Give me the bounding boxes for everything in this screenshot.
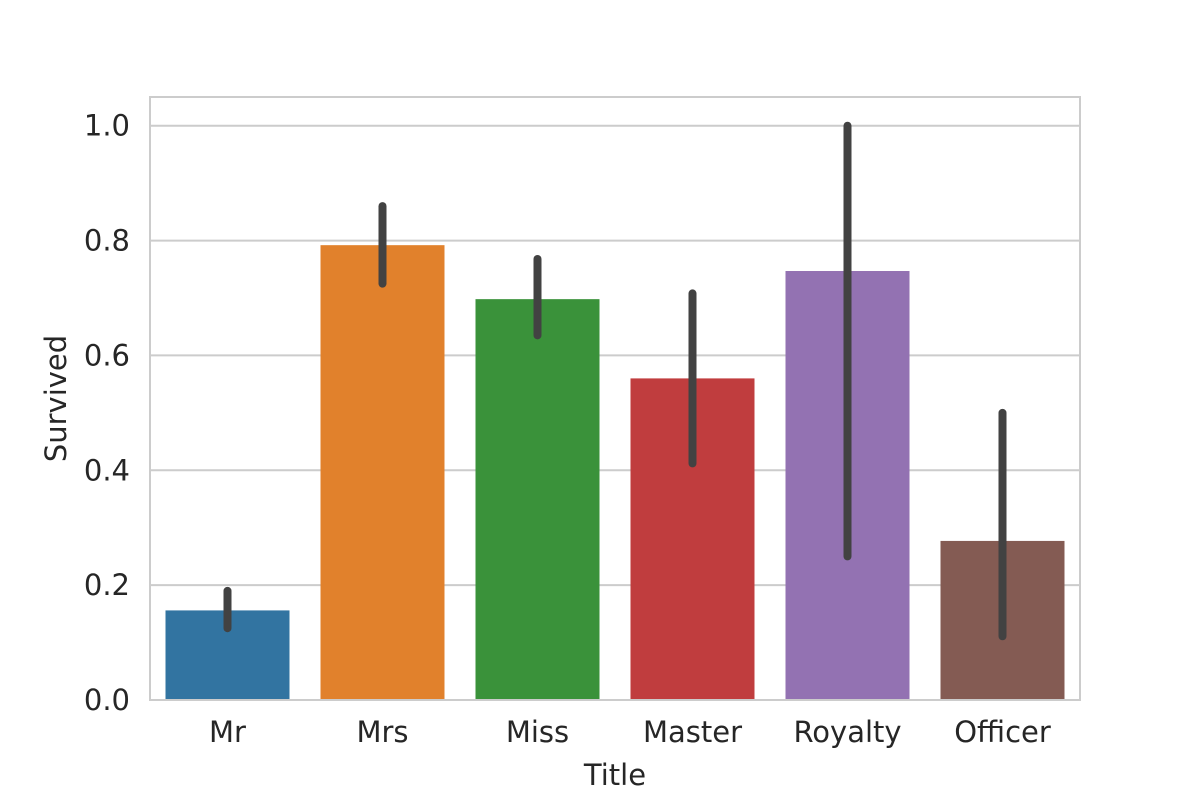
x-tick-label: Officer bbox=[954, 715, 1051, 749]
x-tick-label: Royalty bbox=[793, 715, 901, 749]
plot-frame bbox=[149, 96, 1081, 701]
x-tick-label: Mr bbox=[209, 715, 246, 749]
x-tick-label: Master bbox=[643, 715, 742, 749]
y-tick-label: 0.0 bbox=[84, 683, 130, 717]
y-tick-label: 0.2 bbox=[84, 568, 130, 602]
x-axis-label: Title bbox=[583, 758, 646, 792]
bar-mrs bbox=[320, 245, 445, 700]
y-tick-label: 0.8 bbox=[84, 224, 130, 258]
x-tick-labels: Mr Mrs Miss Master Royalty Officer bbox=[209, 715, 1051, 749]
error-bars bbox=[223, 121, 1007, 641]
x-tick-label: Miss bbox=[506, 715, 569, 749]
bars bbox=[165, 245, 1065, 700]
y-tick-label: 0.6 bbox=[84, 338, 130, 372]
x-tick-label: Mrs bbox=[356, 715, 408, 749]
y-axis-label: Survived bbox=[39, 335, 73, 462]
y-tick-label: 1.0 bbox=[84, 109, 130, 143]
y-tick-labels: 0.0 0.2 0.4 0.6 0.8 1.0 bbox=[84, 109, 130, 717]
y-tick-label: 0.4 bbox=[84, 453, 130, 487]
bar-miss bbox=[475, 299, 600, 700]
